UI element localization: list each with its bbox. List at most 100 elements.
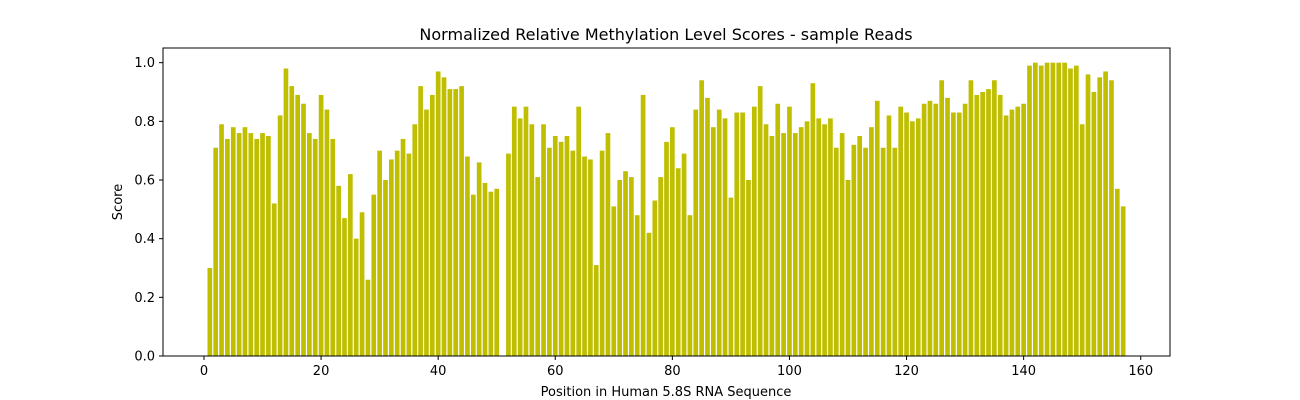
bar-117 (886, 115, 892, 356)
bar-87 (711, 127, 716, 356)
bar-156 (1114, 188, 1120, 356)
bar-13 (277, 115, 283, 356)
bar-64 (576, 106, 582, 356)
bar-36 (412, 124, 418, 357)
bar-107 (828, 118, 833, 357)
bar-130 (962, 103, 968, 356)
bar-89 (722, 118, 728, 357)
bar-119 (898, 106, 904, 356)
bar-38 (424, 109, 429, 356)
bar-110 (845, 180, 851, 356)
bar-46 (470, 194, 476, 356)
bar-61 (558, 141, 564, 356)
bar-151 (1085, 74, 1091, 357)
bar-115 (874, 100, 880, 356)
bar-93 (746, 180, 751, 356)
bar-26 (353, 238, 359, 356)
bar-16 (295, 94, 300, 357)
bar-27 (359, 212, 365, 356)
bar-101 (792, 133, 798, 356)
bar-148 (1068, 68, 1073, 356)
bar-62 (564, 136, 570, 356)
bar-92 (740, 112, 745, 356)
bar-143 (1038, 65, 1044, 356)
bar-122 (915, 118, 921, 357)
bar-125 (933, 103, 939, 356)
bar-70 (611, 206, 617, 356)
bar-99 (781, 133, 786, 356)
bar-105 (816, 118, 822, 357)
bar-150 (1079, 124, 1085, 357)
bar-4 (225, 138, 230, 356)
bar-113 (863, 147, 868, 356)
bar-19 (312, 138, 318, 356)
y-tick-label: 0.4 (134, 232, 155, 247)
bar-24 (342, 218, 347, 356)
bar-34 (400, 138, 406, 356)
bar-152 (1091, 92, 1097, 356)
bar-73 (629, 177, 634, 356)
bar-18 (307, 133, 312, 356)
bar-53 (511, 106, 517, 356)
bar-109 (839, 133, 845, 356)
bar-127 (945, 97, 950, 357)
bar-50 (494, 188, 500, 356)
bar-126 (939, 80, 945, 357)
bar-67 (593, 265, 599, 356)
bar-25 (348, 174, 353, 356)
bar-90 (728, 197, 734, 356)
bar-123 (921, 103, 927, 356)
bar-85 (699, 80, 704, 357)
bar-43 (453, 89, 459, 356)
bar-132 (974, 94, 980, 357)
bar-49 (488, 191, 494, 356)
bar-23 (336, 185, 341, 356)
bar-22 (330, 138, 336, 356)
bar-153 (1097, 77, 1103, 356)
bar-54 (517, 118, 523, 357)
bar-32 (388, 159, 394, 356)
bar-97 (769, 136, 775, 356)
bar-76 (646, 232, 652, 356)
bar-10 (260, 133, 265, 356)
bar-33 (394, 150, 400, 356)
x-axis: 0 20 40 60 80 100 120 140 160 (200, 356, 1153, 379)
bar-149 (1073, 65, 1079, 356)
bar-120 (904, 112, 909, 356)
bar-2 (213, 147, 219, 356)
bar-81 (675, 168, 681, 356)
bar-112 (857, 136, 863, 356)
bar-5 (230, 127, 236, 356)
bar-128 (951, 112, 956, 356)
bar-48 (482, 182, 488, 356)
x-tick-label: 160 (1128, 364, 1153, 379)
bar-28 (365, 279, 371, 356)
bar-45 (465, 156, 470, 356)
bar-102 (798, 127, 804, 356)
bar-138 (1009, 109, 1015, 356)
x-tick-label: 80 (664, 364, 681, 379)
bar-88 (716, 109, 722, 356)
bar-86 (705, 97, 710, 357)
x-tick-label: 40 (430, 364, 447, 379)
bar-134 (986, 89, 991, 356)
bar-44 (459, 86, 464, 356)
bar-57 (535, 177, 541, 356)
y-tick-label: 0.6 (134, 174, 155, 189)
bar-139 (1015, 106, 1021, 356)
bar-63 (570, 150, 576, 356)
chart-title: Normalized Relative Methylation Level Sc… (419, 25, 912, 44)
bar-58 (541, 124, 546, 357)
bar-17 (301, 103, 306, 356)
plot-frame (162, 47, 1171, 357)
bar-142 (1033, 62, 1038, 357)
bar-133 (980, 92, 985, 356)
bar-69 (605, 133, 611, 356)
bar-68 (599, 150, 605, 356)
bar-31 (383, 180, 388, 356)
bar-78 (658, 177, 663, 356)
y-tick-label: 1.0 (134, 56, 155, 71)
bar-135 (992, 80, 997, 357)
bar-12 (271, 203, 277, 356)
